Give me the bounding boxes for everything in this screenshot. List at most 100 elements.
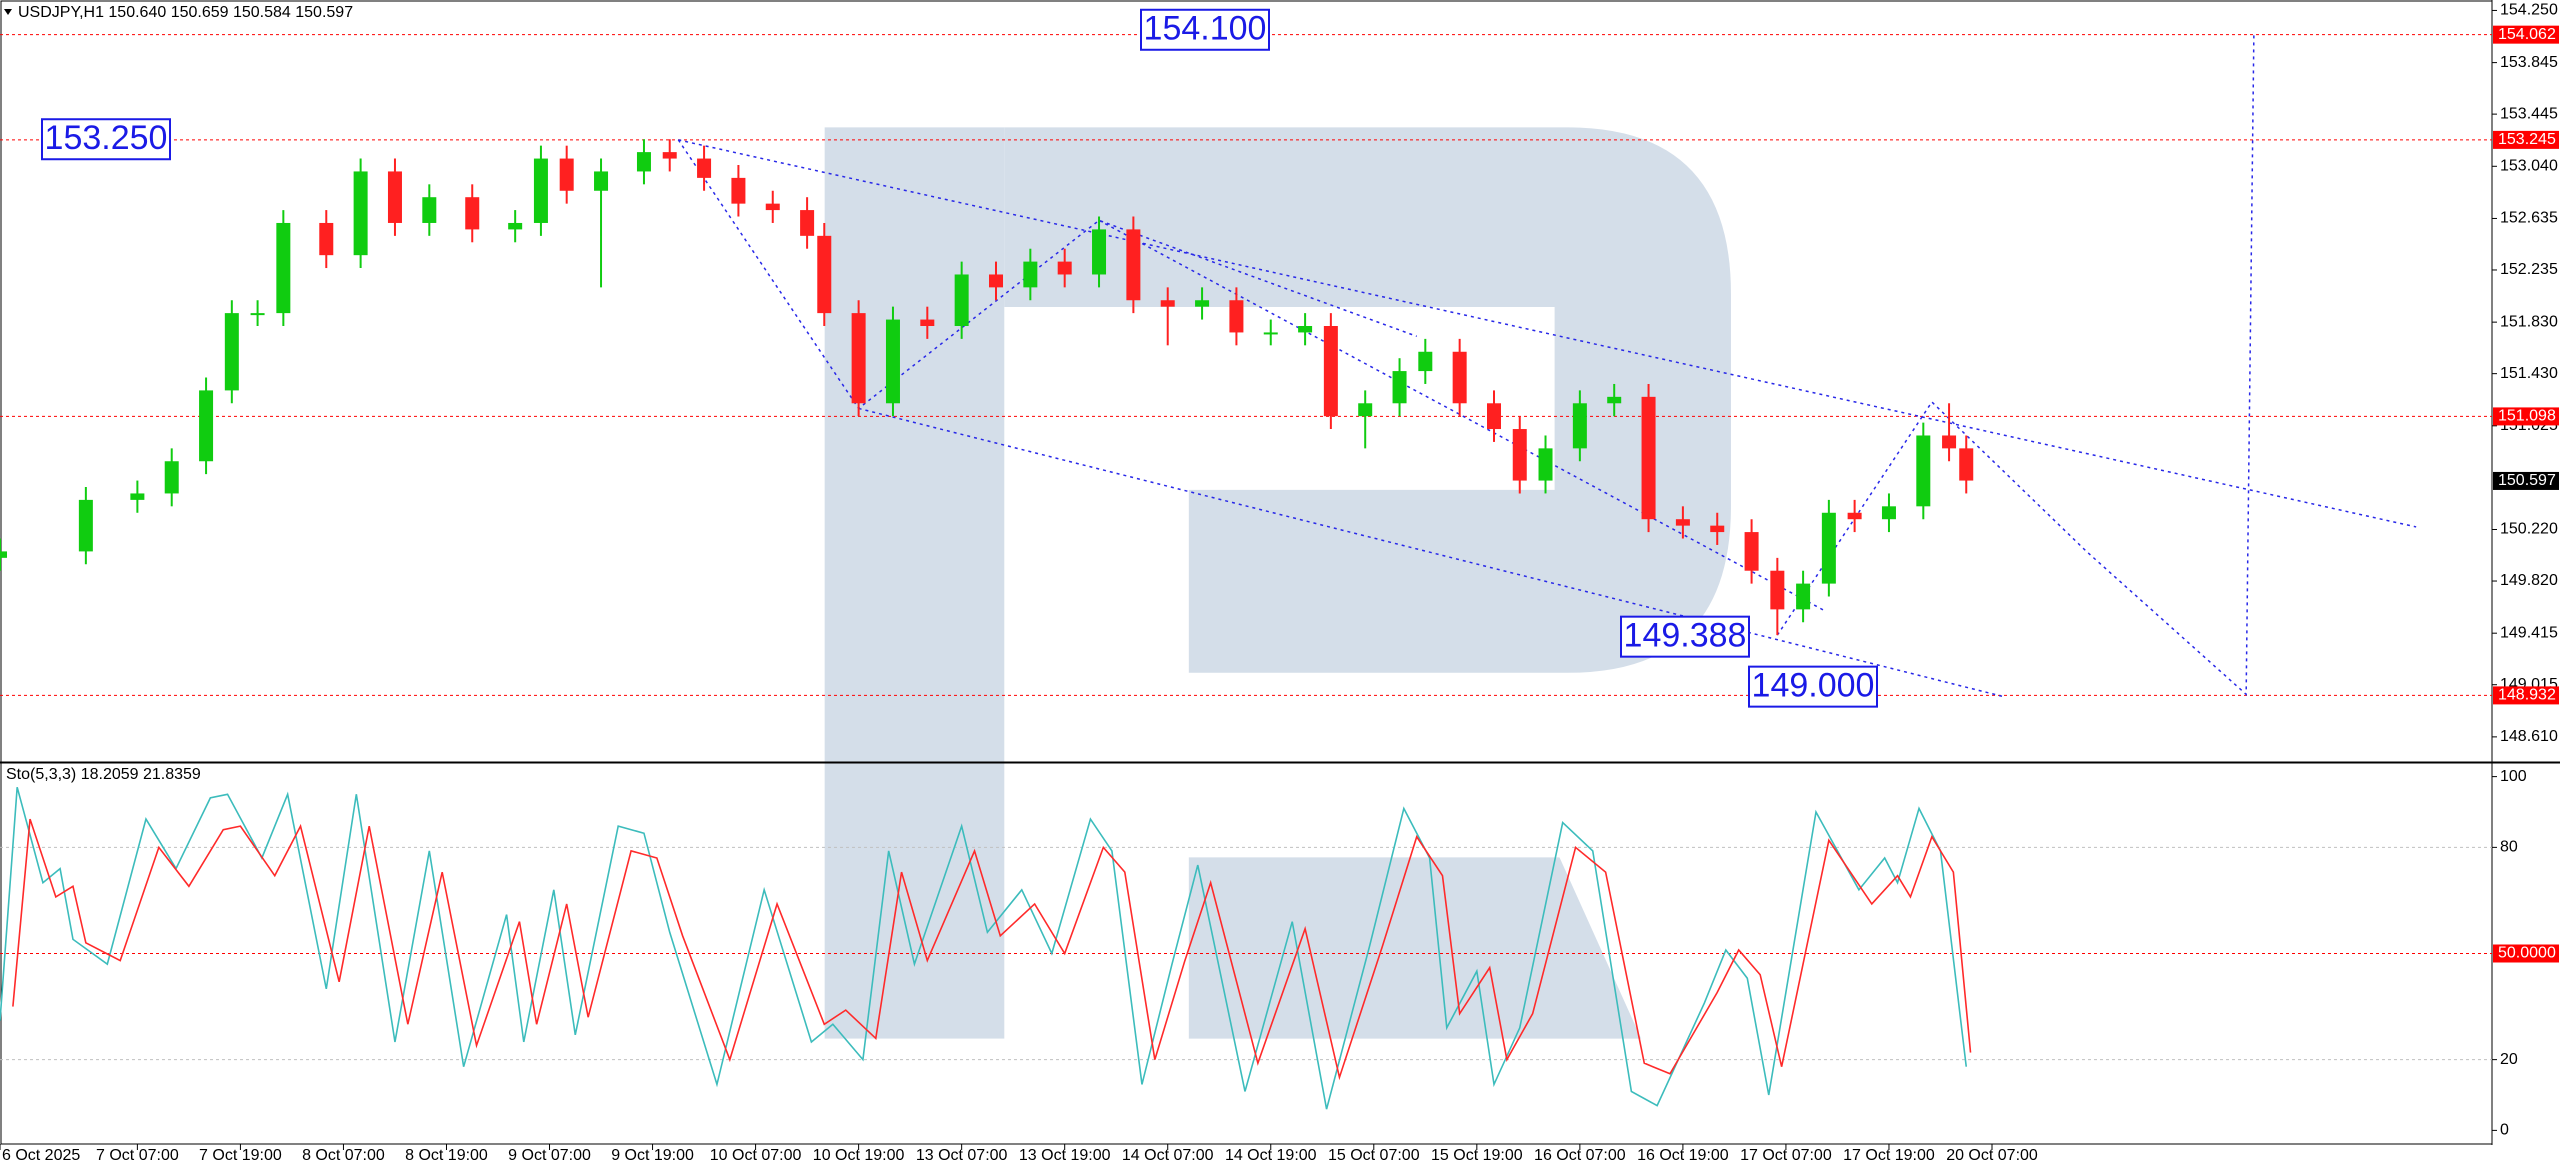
candle-body bbox=[1195, 300, 1210, 307]
candle-body bbox=[1092, 229, 1107, 275]
candle-body bbox=[250, 313, 265, 316]
x-tick-label: 10 Oct 07:00 bbox=[710, 1147, 802, 1164]
level-label: 151.098 bbox=[2498, 408, 2556, 425]
level-label: 148.932 bbox=[2498, 687, 2556, 704]
annotation-box bbox=[1140, 8, 1270, 51]
candle-body bbox=[1538, 448, 1553, 481]
candle-body bbox=[164, 461, 179, 494]
x-tick-label: 13 Oct 19:00 bbox=[1019, 1147, 1111, 1164]
x-tick-label: 16 Oct 07:00 bbox=[1534, 1147, 1626, 1164]
x-tick-label: 9 Oct 07:00 bbox=[508, 1147, 591, 1164]
trend-line bbox=[678, 139, 2417, 528]
indicator-title: Sto(5,3,3) 18.2059 21.8359 bbox=[6, 766, 201, 783]
annotation-box bbox=[41, 118, 171, 161]
candle-body bbox=[1229, 300, 1244, 333]
trend-line bbox=[858, 407, 2006, 698]
level-label-box bbox=[2493, 407, 2559, 426]
level-label: 154.062 bbox=[2498, 26, 2556, 43]
y-tick-label: 153.845 bbox=[2500, 54, 2558, 71]
x-tick-label: 17 Oct 19:00 bbox=[1843, 1147, 1935, 1164]
candle-body bbox=[636, 152, 651, 172]
candle-body bbox=[1487, 403, 1501, 430]
candle-body bbox=[387, 171, 402, 223]
candle-body bbox=[1057, 261, 1072, 275]
candle-body bbox=[0, 551, 7, 558]
level-label-box bbox=[2493, 130, 2559, 149]
candle-body bbox=[353, 171, 368, 256]
candle-body bbox=[1572, 403, 1587, 449]
candle-body bbox=[78, 499, 93, 552]
candle-body bbox=[224, 313, 239, 391]
x-tick-label: 14 Oct 07:00 bbox=[1122, 1147, 1214, 1164]
level-label: 153.245 bbox=[2498, 131, 2556, 148]
candle-body bbox=[1916, 435, 1931, 507]
candle-body bbox=[765, 203, 780, 211]
current-price-label: 150.597 bbox=[2498, 472, 2556, 489]
candle-body bbox=[885, 319, 900, 404]
level-label-box bbox=[2493, 944, 2559, 963]
candle-body bbox=[533, 158, 548, 223]
candle-body bbox=[1392, 371, 1407, 404]
x-tick-label: 20 Oct 07:00 bbox=[1946, 1147, 2038, 1164]
x-tick-label: 10 Oct 19:00 bbox=[813, 1147, 905, 1164]
x-tick-label: 13 Oct 07:00 bbox=[916, 1147, 1008, 1164]
indicator-line bbox=[0, 787, 1968, 1110]
candle-body bbox=[1959, 448, 1974, 481]
candle-body bbox=[1418, 351, 1433, 372]
annotation-label: 149.000 bbox=[1752, 667, 1875, 705]
annotation-label: 149.388 bbox=[1624, 617, 1747, 655]
candle-body bbox=[465, 197, 480, 230]
x-tick-label: 6 Oct 2025 bbox=[2, 1147, 80, 1164]
candle-body bbox=[508, 222, 523, 230]
y-tick-label: 80 bbox=[2500, 839, 2518, 856]
candle-body bbox=[1821, 512, 1836, 584]
candle-body bbox=[800, 210, 815, 236]
candle-body bbox=[1512, 429, 1527, 481]
candle-body bbox=[130, 493, 145, 500]
y-tick-label: 0 bbox=[2500, 1122, 2509, 1139]
x-tick-label: 7 Oct 19:00 bbox=[199, 1147, 282, 1164]
candle-body bbox=[662, 152, 677, 159]
level-label-box bbox=[2493, 686, 2559, 705]
x-tick-label: 7 Oct 07:00 bbox=[96, 1147, 179, 1164]
annotation-label: 154.100 bbox=[1144, 10, 1267, 48]
candle-body bbox=[1942, 435, 1957, 449]
candle-body bbox=[319, 222, 334, 256]
y-tick-label: 150.220 bbox=[2500, 521, 2558, 538]
x-tick-label: 9 Oct 19:00 bbox=[611, 1147, 694, 1164]
y-tick-label: 152.635 bbox=[2500, 210, 2558, 227]
candle-body bbox=[1796, 583, 1811, 610]
candle-body bbox=[594, 171, 609, 191]
candle-body bbox=[1607, 396, 1622, 404]
indicator-line bbox=[12, 818, 1972, 1081]
y-tick-label: 154.250 bbox=[2500, 2, 2558, 19]
x-tick-label: 15 Oct 07:00 bbox=[1328, 1147, 1420, 1164]
candle-body bbox=[697, 158, 712, 178]
y-tick-label: 148.610 bbox=[2500, 728, 2558, 745]
x-tick-label: 16 Oct 19:00 bbox=[1637, 1147, 1729, 1164]
level-label: 50.0000 bbox=[2498, 945, 2556, 962]
y-tick-label: 100 bbox=[2500, 768, 2527, 785]
logo-stem bbox=[824, 127, 1005, 1039]
candle-body bbox=[1126, 229, 1141, 301]
x-tick-label: 15 Oct 19:00 bbox=[1431, 1147, 1523, 1164]
candle-body bbox=[276, 222, 291, 314]
y-tick-label: 151.830 bbox=[2500, 313, 2558, 330]
candle-body bbox=[989, 274, 1003, 288]
candle-body bbox=[920, 319, 935, 327]
candle-body bbox=[1710, 525, 1725, 533]
candle-body bbox=[1847, 512, 1862, 520]
current-price-box bbox=[2493, 471, 2559, 490]
x-tick-label: 14 Oct 19:00 bbox=[1225, 1147, 1317, 1164]
x-tick-label: 8 Oct 07:00 bbox=[302, 1147, 385, 1164]
menu-triangle bbox=[4, 9, 12, 15]
annotation-label: 153.250 bbox=[45, 119, 168, 157]
y-tick-label: 149.415 bbox=[2500, 624, 2558, 641]
candle-body bbox=[1452, 351, 1467, 404]
chart-title: USDJPY,H1 150.640 150.659 150.584 150.59… bbox=[18, 4, 353, 21]
candle-body bbox=[1770, 570, 1785, 610]
y-tick-label: 151.430 bbox=[2500, 365, 2558, 382]
x-tick-label: 8 Oct 19:00 bbox=[405, 1147, 488, 1164]
logo-bowl bbox=[1004, 127, 1731, 673]
x-tick-label: 17 Oct 07:00 bbox=[1740, 1147, 1832, 1164]
